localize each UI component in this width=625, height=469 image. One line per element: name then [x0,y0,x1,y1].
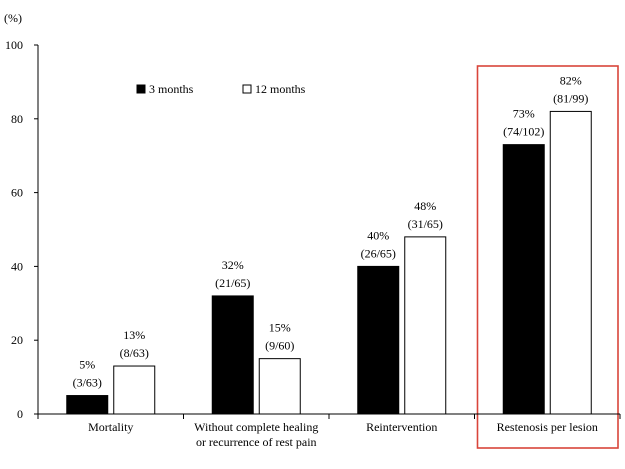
data-label-percent: 13% [123,328,145,342]
x-category-label: Without complete healing [194,420,318,434]
data-label-count: (31/65) [408,217,443,231]
y-tick-label: 40 [11,259,23,273]
y-tick-label: 100 [5,38,23,52]
data-label-percent: 5% [79,358,95,372]
bar-three-months [502,144,545,415]
legend-swatch [242,84,252,94]
y-tick-label: 60 [11,186,23,200]
data-label-count: (3/63) [73,376,102,390]
x-category-label: Restenosis per lesion [497,420,598,434]
y-tick-label: 80 [11,112,23,126]
data-label-count: (26/65) [361,246,396,260]
data-label-count: (81/99) [553,91,588,105]
data-label-percent: 48% [414,199,436,213]
data-label-percent: 82% [560,73,582,87]
data-label-count: (74/102) [503,125,544,139]
data-label-percent: 15% [269,321,291,335]
legend-label: 3 months [149,82,194,96]
legend-swatch [136,84,146,94]
x-category-label: Mortality [88,420,133,434]
data-label-percent: 73% [513,107,535,121]
bar-three-months [66,395,109,415]
data-label-count: (8/63) [120,346,149,360]
x-category-label: or recurrence of rest pain [196,435,317,449]
data-label-percent: 40% [367,228,389,242]
bar-three-months [357,265,400,415]
y-tick-label: 20 [11,333,23,347]
bar-twelve-months [113,365,156,415]
y-tick-label: 0 [17,407,23,421]
x-category-label: Reintervention [366,420,437,434]
bar-twelve-months [549,110,592,415]
bar-three-months [211,295,254,415]
data-label-count: (9/60) [265,339,294,353]
data-label-count: (21/65) [215,276,250,290]
bar-twelve-months [258,358,301,415]
legend-label: 12 months [255,82,306,96]
bar-twelve-months [404,236,447,415]
data-label-percent: 32% [222,258,244,272]
y-unit-label: (%) [4,11,22,25]
highlight-frame [476,65,619,449]
